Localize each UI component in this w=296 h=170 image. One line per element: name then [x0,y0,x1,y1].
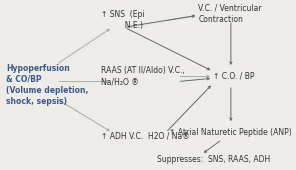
Text: ↑ SNS  (Epi
          N.E.): ↑ SNS (Epi N.E.) [101,10,144,30]
Text: Suppresses:  SNS, RAAS, ADH: Suppresses: SNS, RAAS, ADH [157,155,270,164]
Text: RAAS (AT II/Aldo) V.C.,
Na/H₂O ®: RAAS (AT II/Aldo) V.C., Na/H₂O ® [101,66,184,87]
Text: V.C. / Ventricular
Contraction: V.C. / Ventricular Contraction [198,4,262,24]
Text: ↑ Atrial Naturetic Peptide (ANP): ↑ Atrial Naturetic Peptide (ANP) [169,128,292,137]
Text: ↑ ADH V.C.  H2O / Na®: ↑ ADH V.C. H2O / Na® [101,132,189,140]
Text: ↑ C.O. / BP: ↑ C.O. / BP [213,72,255,81]
Text: Hypoperfusion
& CO/BP
(Volume depletion,
shock, sepsis): Hypoperfusion & CO/BP (Volume depletion,… [6,64,88,106]
